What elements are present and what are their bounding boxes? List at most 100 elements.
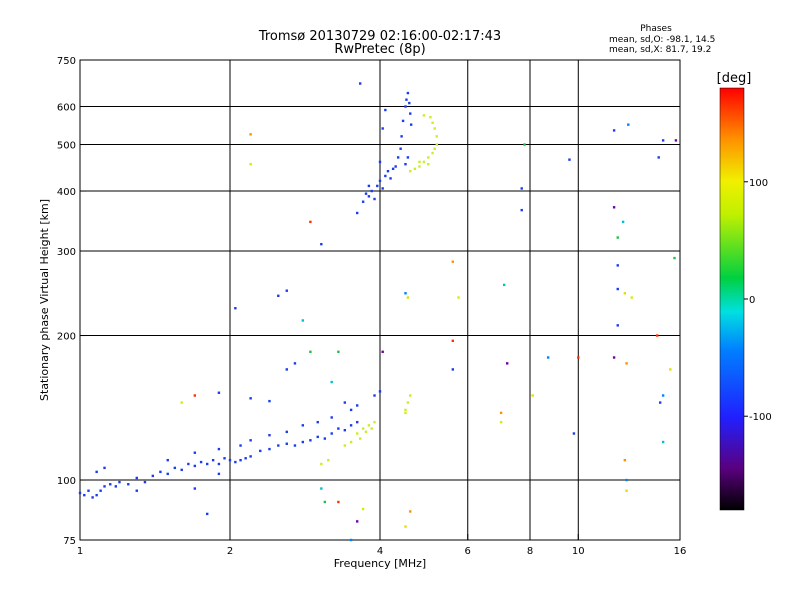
data-point — [228, 458, 232, 462]
data-point — [301, 440, 305, 444]
x-tick-label: 2 — [227, 546, 233, 557]
data-point — [355, 211, 359, 215]
data-point — [293, 362, 297, 365]
data-point — [367, 424, 371, 427]
data-point — [621, 220, 625, 224]
colorbar-gradient — [719, 87, 745, 511]
data-point — [658, 401, 662, 404]
data-point — [343, 429, 347, 432]
data-point — [205, 462, 209, 466]
data-point — [87, 489, 90, 492]
data-point — [384, 108, 387, 112]
data-point — [173, 466, 177, 470]
y-tick-label: 200 — [57, 332, 76, 343]
data-point — [330, 432, 333, 435]
colorbar: [deg] 100 0 -100 — [717, 71, 772, 511]
data-point — [364, 192, 368, 195]
data-point — [349, 424, 353, 427]
x-axis-ticks: 1 2 4 6 8 10 16 — [77, 534, 686, 557]
data-point — [384, 174, 387, 178]
data-point — [674, 139, 678, 142]
data-point — [239, 444, 242, 447]
data-point — [408, 101, 411, 105]
data-point — [285, 289, 288, 292]
data-point — [249, 133, 252, 136]
data-point — [399, 147, 402, 150]
data-point — [135, 476, 138, 480]
data-point — [193, 451, 197, 454]
x-tick-label: 8 — [527, 546, 533, 557]
data-point — [367, 195, 371, 198]
data-point — [367, 184, 371, 188]
data-point — [616, 264, 619, 267]
data-point — [285, 442, 288, 445]
data-point — [268, 399, 271, 403]
data-point — [418, 165, 421, 168]
data-point — [451, 339, 455, 343]
data-point — [358, 437, 362, 440]
data-point — [95, 470, 98, 474]
data-point — [316, 420, 319, 424]
data-point — [103, 485, 106, 488]
data-point — [657, 156, 660, 159]
data-point — [378, 179, 382, 183]
data-point — [577, 356, 580, 359]
data-point — [406, 296, 410, 299]
data-point — [370, 427, 373, 430]
data-point — [180, 468, 183, 472]
data-point — [309, 220, 312, 224]
data-point — [381, 350, 384, 353]
data-point — [316, 435, 319, 439]
data-point — [361, 427, 365, 430]
data-point — [355, 520, 359, 523]
data-point — [166, 472, 169, 476]
data-point — [520, 187, 523, 190]
data-point — [337, 350, 340, 353]
data-point — [205, 512, 209, 516]
data-point — [83, 493, 86, 497]
data-point — [193, 464, 197, 468]
data-point — [127, 483, 130, 486]
data-point — [404, 292, 407, 295]
data-point — [612, 206, 616, 209]
data-point — [427, 156, 430, 159]
data-point — [239, 458, 242, 462]
chart-subtitle: RwPretec (8p) — [334, 42, 425, 57]
data-point — [523, 143, 526, 146]
data-point — [234, 307, 237, 310]
data-point — [277, 444, 280, 447]
y-tick-label: 400 — [57, 187, 76, 198]
data-point — [320, 487, 323, 490]
data-point — [268, 447, 271, 451]
data-point — [499, 420, 503, 424]
data-point — [378, 390, 382, 393]
data-point — [661, 394, 665, 397]
data-point — [193, 394, 197, 397]
data-point — [249, 439, 252, 442]
data-point — [572, 432, 576, 435]
data-point — [546, 356, 550, 359]
data-point — [343, 401, 347, 404]
data-point — [396, 156, 400, 159]
grid-lines — [80, 60, 680, 540]
data-point — [337, 427, 340, 430]
data-point — [309, 350, 312, 353]
data-point — [259, 449, 262, 453]
data-point — [404, 408, 407, 412]
y-tick-label: 500 — [57, 141, 76, 152]
data-point — [391, 167, 395, 171]
data-point — [422, 160, 426, 164]
data-point — [234, 460, 237, 464]
data-point — [451, 260, 455, 263]
data-point — [361, 507, 365, 511]
data-point — [373, 420, 376, 424]
data-point — [285, 368, 288, 371]
data-point — [409, 112, 412, 115]
data-point — [381, 187, 384, 190]
y-axis-ticks: 75 100 200 300 400 500 600 750 — [57, 56, 86, 547]
data-point — [616, 324, 619, 327]
data-point — [451, 368, 455, 371]
y-tick-label: 100 — [57, 476, 76, 487]
data-point — [378, 160, 382, 164]
